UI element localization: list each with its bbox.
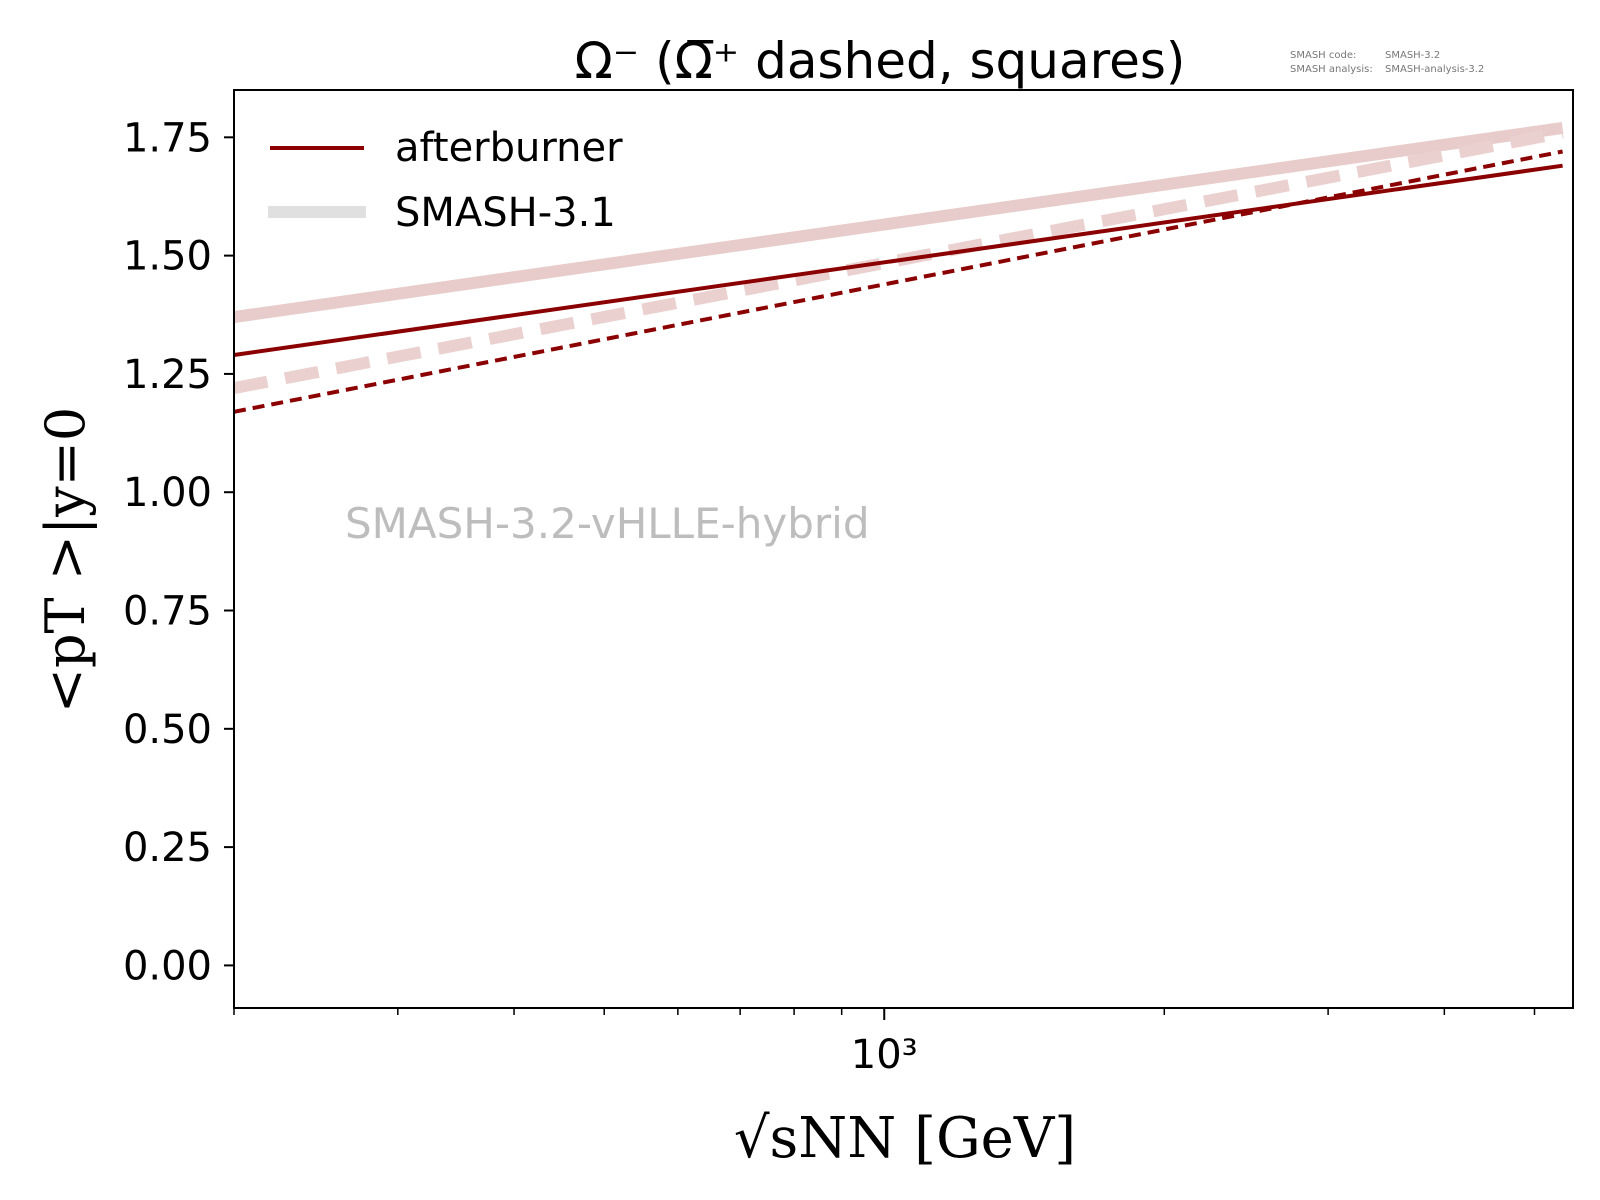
version-analysis-label: SMASH analysis: bbox=[1290, 64, 1373, 75]
plot-frame bbox=[233, 89, 1574, 1009]
y-tick-label: 0.00 bbox=[123, 943, 212, 989]
y-tick-label: 1.75 bbox=[123, 115, 212, 161]
chart-title-group: Ω⁻ (Ω̅⁺ dashed, squares) bbox=[575, 32, 1186, 90]
legend-label-afterburner: afterburner bbox=[395, 125, 623, 171]
plot-area bbox=[232, 121, 1564, 414]
legend: afterburner SMASH-3.1 bbox=[268, 125, 623, 236]
series-line-1 bbox=[233, 149, 1563, 414]
y-axis-label-group: <pT >|y=0 bbox=[34, 407, 97, 714]
y-tick-label: 1.25 bbox=[123, 352, 212, 398]
version-code-value: SMASH-3.2 bbox=[1385, 50, 1440, 61]
version-code-label: SMASH code: bbox=[1290, 50, 1356, 61]
y-tick-label: 0.50 bbox=[123, 707, 212, 753]
y-tick-label: 0.75 bbox=[123, 589, 212, 635]
y-tick-label: 1.50 bbox=[123, 234, 212, 280]
version-info: SMASH code: SMASH-3.2 SMASH analysis: SM… bbox=[1290, 50, 1484, 75]
x-axis-label-group: √sNN [GeV] bbox=[734, 1106, 1076, 1171]
watermark: SMASH-3.2-vHLLE-hybrid bbox=[345, 499, 870, 548]
version-analysis-value: SMASH-analysis-3.2 bbox=[1385, 64, 1484, 75]
y-tick-label: 1.00 bbox=[123, 470, 212, 516]
y-axis-label: <pT >|y=0 bbox=[34, 407, 97, 714]
series-line-2 bbox=[233, 121, 1564, 324]
x-tick-label: 10³ bbox=[851, 1032, 918, 1078]
series-line-0 bbox=[233, 163, 1563, 357]
y-tick-label: 0.25 bbox=[123, 825, 212, 871]
chart-title: Ω⁻ (Ω̅⁺ dashed, squares) bbox=[575, 32, 1186, 90]
legend-label-smash31: SMASH-3.1 bbox=[395, 190, 616, 236]
axes: 0.00 0.25 0.50 0.75 1.00 1.25 1.50 1.75 10³ bbox=[123, 115, 1536, 1078]
x-axis-label: √sNN [GeV] bbox=[734, 1106, 1076, 1171]
